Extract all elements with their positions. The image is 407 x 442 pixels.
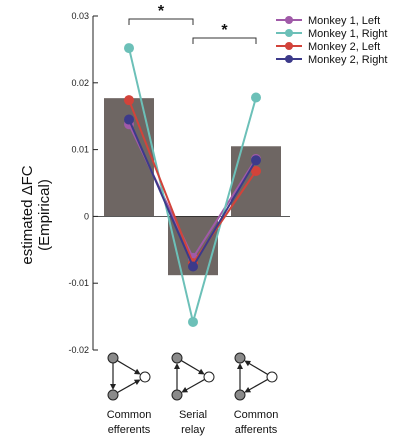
category-label-line1: Serial [179,409,207,421]
category-labels: Common efferents Serial relay Common afferent… [107,409,279,436]
arrowhead [244,360,251,367]
y-tick-label: 0.03 [71,11,89,21]
sig-star: * [158,3,165,20]
category-label-line2: efferents [108,424,151,436]
y-axis: -0.02 -0.01 0 0.01 0.02 0.03 [68,11,290,355]
arrowhead [244,386,252,393]
series-point [251,155,261,166]
significance-brackets: ** [128,3,257,44]
edge [180,360,202,373]
arrowhead [134,368,141,375]
edge [117,380,138,394]
arrowhead [198,368,205,375]
node-open [266,371,278,383]
legend-swatch-dot [285,42,293,50]
arrowhead [110,384,116,390]
node-filled [107,389,119,401]
series-point [188,261,198,272]
node-filled [107,352,119,364]
arrowhead [237,363,243,369]
legend-entry: Monkey 1, Right [308,28,387,40]
legend-entry: Monkey 2, Right [308,54,387,66]
series-point [251,165,261,176]
series-point [124,114,134,125]
sig-bracket [192,37,257,44]
arrowhead [174,363,180,369]
y-axis-title: estimated ΔFC [19,165,36,264]
legend-swatch-dot [285,29,293,37]
series-point [124,43,134,54]
edge [247,362,269,375]
sig-bracket [128,18,194,25]
sig-star: * [221,22,228,39]
category-label-line2: relay [181,424,205,436]
category-label-line1: Common [234,409,279,421]
y-axis-label: estimated ΔFC (Empirical) [19,165,53,264]
legend-swatch-dot [285,55,293,63]
node-filled [171,389,183,401]
series-point [188,316,198,327]
diagram-icons [107,352,278,401]
node-filled [171,352,183,364]
node-open [139,371,151,383]
legend-entry: Monkey 1, Left [308,15,380,27]
y-tick-label: 0.01 [71,145,89,155]
series-point [124,95,134,106]
category-label-line2: afferents [235,424,278,436]
y-axis-subtitle: (Empirical) [36,179,53,251]
series-point [251,92,261,103]
edge [116,360,138,373]
y-tick-label: 0.02 [71,78,89,88]
arrowhead [181,386,189,393]
y-tick-label: 0 [84,211,89,221]
y-tick-label: -0.02 [68,345,89,355]
category-label-line1: Common [107,409,152,421]
y-tick-label: -0.01 [68,278,89,288]
node-filled [234,389,246,401]
node-open [203,371,215,383]
node-filled [234,352,246,364]
edge [247,378,268,392]
legend-entry: Monkey 2, Left [308,41,380,53]
legend-swatch-dot [285,16,293,24]
series-lines [124,43,261,327]
edge [184,378,205,392]
arrowhead [133,379,141,386]
